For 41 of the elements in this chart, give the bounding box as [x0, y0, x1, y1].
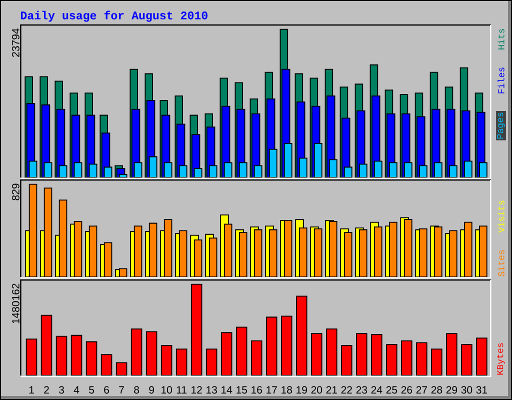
text: 829	[12, 184, 20, 200]
x-tick-label: 23	[356, 386, 368, 394]
x-tick-label: 25	[386, 386, 398, 394]
x-tick-label: 21	[326, 386, 337, 394]
x-tick-label: 15	[236, 386, 248, 394]
x-tick-label: 6	[104, 386, 109, 394]
x-tick-label: 26	[401, 386, 412, 394]
x-tick-label: 7	[119, 386, 124, 394]
text: Visits	[498, 200, 504, 233]
text: Pages	[497, 112, 505, 139]
x-tick-label: 10	[162, 386, 172, 394]
text: Sites	[498, 250, 504, 276]
x-tick-label: 29	[446, 386, 458, 394]
text: 23794	[12, 28, 20, 57]
x-tick-label: 18	[282, 386, 292, 394]
x-tick-label: 30	[461, 386, 472, 394]
x-tick-label: 16	[252, 386, 262, 394]
x-tick-label: 13	[206, 386, 217, 394]
x-tick-label: 27	[416, 386, 427, 394]
x-tick-label: 20	[311, 386, 322, 394]
x-tick-label: 17	[266, 386, 277, 394]
x-tick-label: 4	[74, 386, 80, 394]
x-tick-label: 19	[296, 386, 307, 394]
x-tick-label: 24	[371, 386, 382, 394]
x-tick-label: 22	[341, 386, 352, 394]
x-tick-label: 9	[149, 386, 154, 394]
text: KBytes	[497, 343, 505, 375]
x-tick-label: 12	[192, 386, 202, 394]
chart-title: Daily usage for August 2010	[20, 10, 208, 22]
x-tick-label: 14	[222, 386, 232, 394]
x-tick-label: 11	[176, 386, 187, 394]
x-tick-label: 1	[29, 386, 34, 394]
text: 1480162	[12, 284, 20, 324]
x-tick-label: 2	[44, 386, 49, 394]
x-tick-label: 5	[89, 386, 94, 394]
x-tick-label: 28	[431, 386, 442, 394]
text: Hits	[498, 28, 504, 50]
text: Files	[498, 68, 504, 94]
x-tick-label: 31	[476, 386, 488, 394]
x-tick-label: 8	[134, 386, 140, 394]
x-tick-label: 3	[59, 386, 64, 394]
